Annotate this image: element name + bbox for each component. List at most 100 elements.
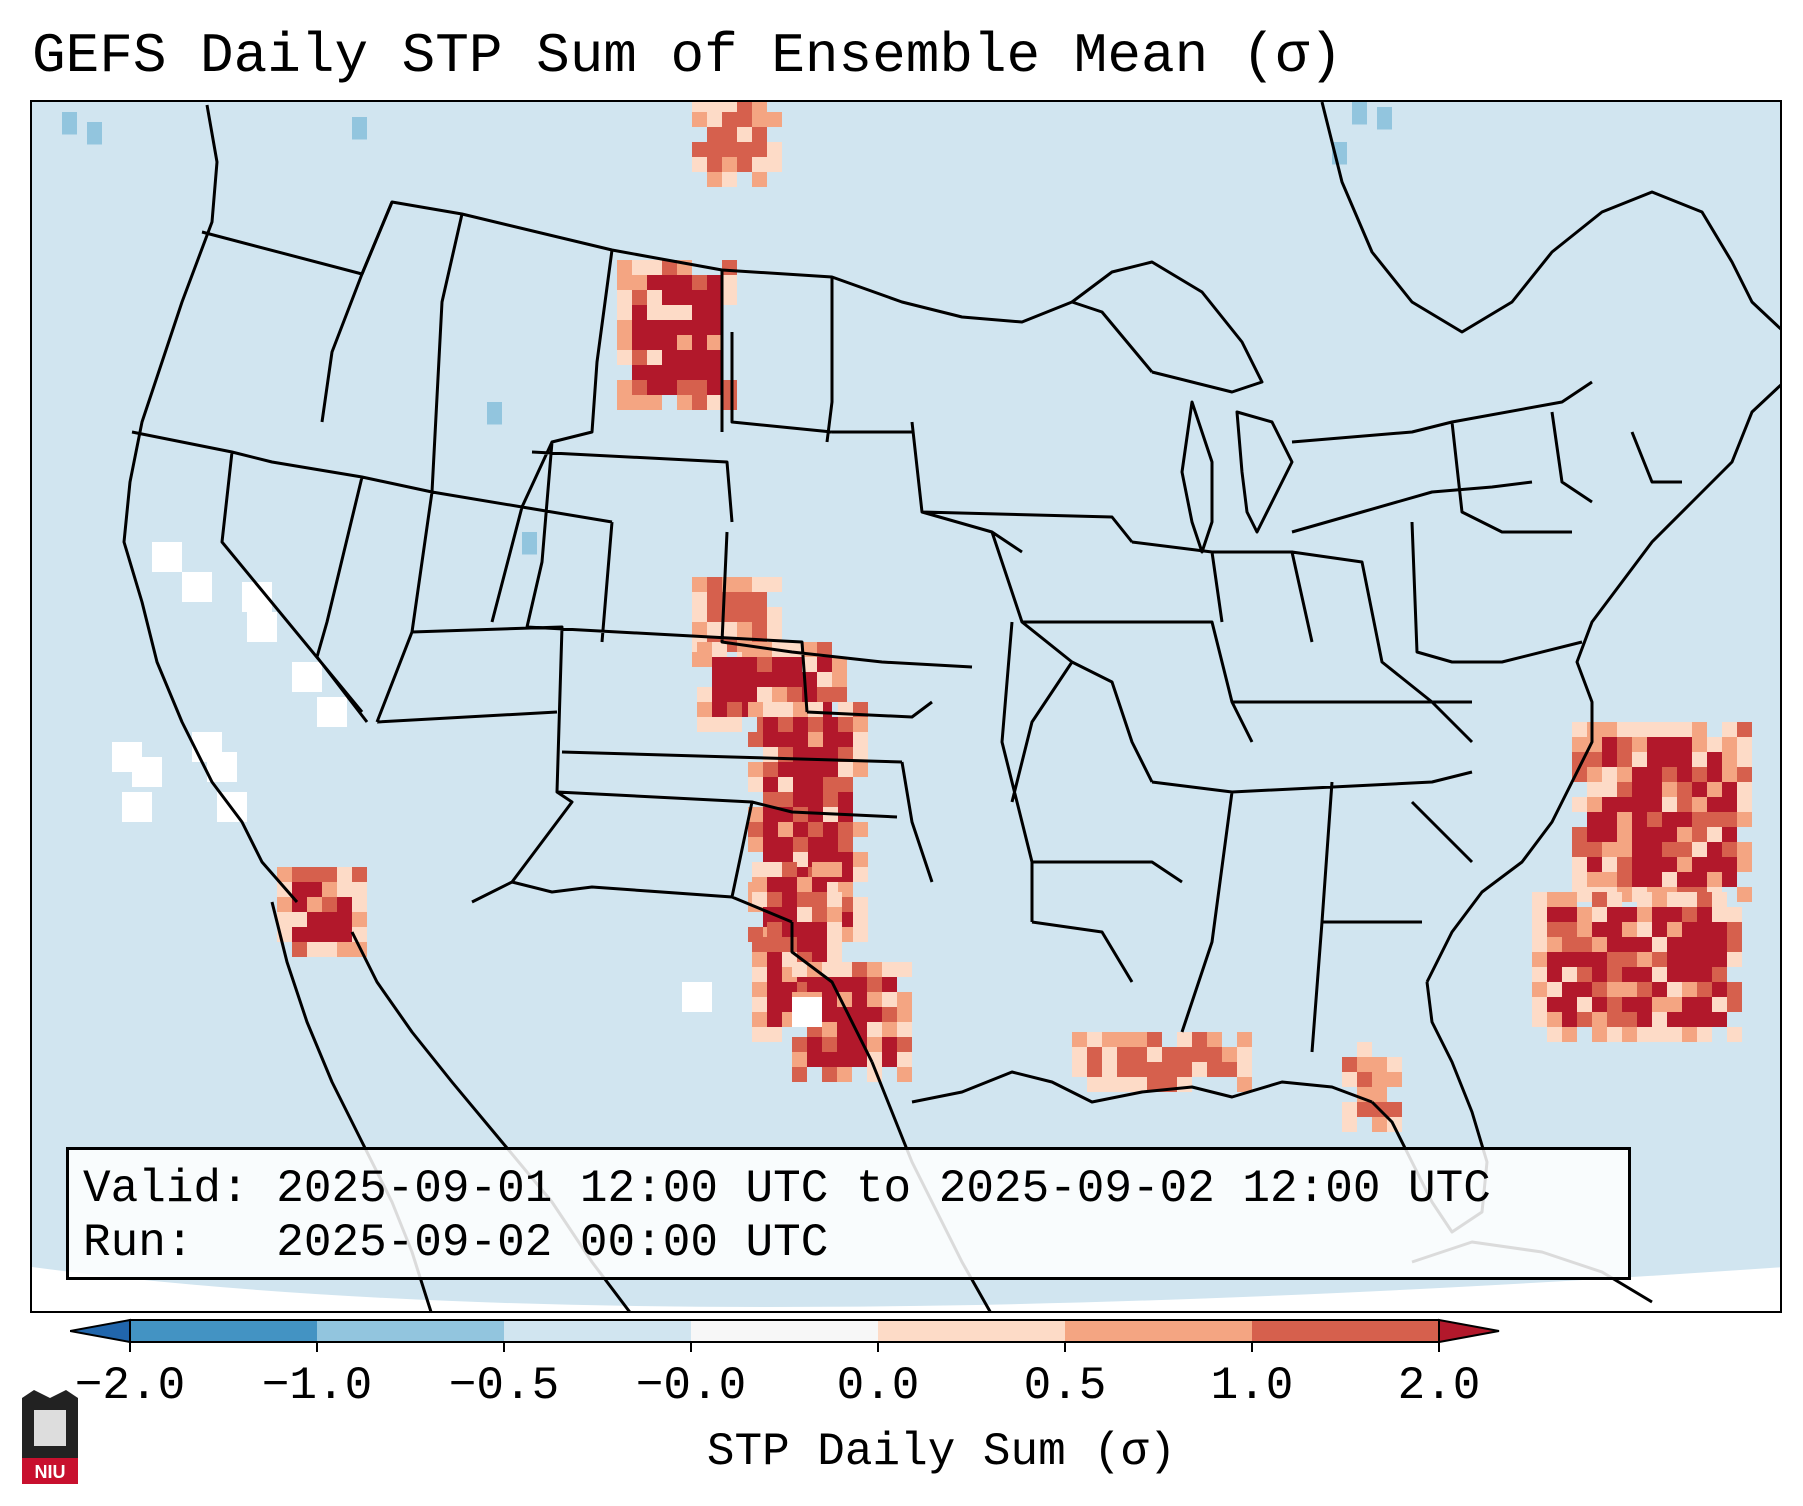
anomaly-cell (763, 822, 778, 837)
anomaly-cell (853, 822, 868, 837)
anomaly-cell (1102, 1047, 1117, 1062)
anomaly-cell (1372, 1087, 1387, 1102)
anomaly-cell (752, 112, 767, 127)
anomaly-cell (1667, 952, 1682, 967)
anomaly-cell (1662, 722, 1677, 737)
anomaly-cell (1632, 872, 1647, 887)
anomaly-cell (1667, 1027, 1682, 1042)
anomaly-cell (767, 997, 782, 1012)
anomaly-cell (1707, 842, 1722, 857)
anomaly-cell (1722, 782, 1737, 797)
anomaly-cell (737, 127, 752, 142)
anomaly-cell (1737, 767, 1752, 782)
anomaly-cell (722, 172, 737, 187)
anomaly-cell (1737, 842, 1752, 857)
anomaly-cell (1697, 997, 1712, 1012)
anomaly-cell (1727, 907, 1742, 922)
anomaly-cell (752, 877, 767, 892)
anomaly-cell (662, 350, 677, 365)
anomaly-cell (707, 622, 722, 637)
anomaly-cell (1682, 922, 1697, 937)
anomaly-cell (1697, 982, 1712, 997)
anomaly-cell (1592, 1012, 1607, 1027)
anomaly-cell (767, 892, 782, 907)
anomaly-cell (778, 702, 793, 717)
anomaly-cell (752, 592, 767, 607)
anomaly-cell (867, 1052, 882, 1067)
anomaly-cell (838, 762, 853, 777)
anomaly-cell (882, 1052, 897, 1067)
anomaly-cell (62, 112, 77, 135)
anomaly-cell (838, 792, 853, 807)
anomaly-cell (1352, 102, 1367, 125)
anomaly-cell (767, 952, 782, 967)
anomaly-cell (1342, 1072, 1357, 1087)
anomaly-cell (1577, 982, 1592, 997)
map-panel (30, 100, 1782, 1313)
anomaly-cell (767, 142, 782, 157)
anomaly-cell (277, 912, 292, 927)
anomaly-cell (807, 1037, 822, 1052)
anomaly-cell (763, 792, 778, 807)
anomaly-cell (1652, 967, 1667, 982)
anomaly-cell (352, 912, 367, 927)
anomaly-cell (1677, 857, 1692, 872)
anomaly-cell (797, 907, 812, 922)
anomaly-cell (1652, 1012, 1667, 1027)
anomaly-cell (707, 290, 722, 305)
anomaly-cell (827, 862, 842, 877)
anomaly-cell (767, 577, 782, 592)
anomaly-cell (1577, 997, 1592, 1012)
anomaly-cell (808, 732, 823, 747)
anomaly-cell (692, 365, 707, 380)
anomaly-cell (1617, 812, 1632, 827)
anomaly-cell (767, 877, 782, 892)
anomaly-cell (827, 922, 842, 937)
anomaly-cell (727, 657, 742, 672)
anomaly-cell (632, 335, 647, 350)
anomaly-cell (823, 762, 838, 777)
anomaly-cell (1237, 1077, 1252, 1092)
anomaly-cell (1587, 827, 1602, 842)
anomaly-cell (712, 657, 727, 672)
anomaly-cell (1692, 767, 1707, 782)
anomaly-cell (853, 717, 868, 732)
anomaly-cell (1617, 752, 1632, 767)
anomaly-cell (897, 992, 912, 1007)
anomaly-cell (692, 102, 707, 112)
anomaly-cell (832, 672, 847, 687)
anomaly-cell (1622, 1027, 1637, 1042)
anomaly-cell (1072, 1032, 1087, 1047)
anomaly-cell (727, 687, 742, 702)
anomaly-cell (677, 395, 692, 410)
anomaly-cell (897, 962, 912, 977)
anomaly-cell (1697, 1027, 1712, 1042)
anomaly-cell (1547, 907, 1562, 922)
anomaly-cell (1682, 1012, 1697, 1027)
anomaly-cell (247, 612, 277, 642)
anomaly-cell (632, 305, 647, 320)
anomaly-cell (692, 350, 707, 365)
anomaly-cell (322, 897, 337, 912)
anomaly-cell (1177, 1047, 1192, 1062)
anomaly-cell (1677, 827, 1692, 842)
anomaly-cell (1607, 1027, 1622, 1042)
anomaly-cell (692, 607, 707, 622)
anomaly-cell (1727, 937, 1742, 952)
anomaly-cell (1562, 1012, 1577, 1027)
anomaly-cell (812, 922, 827, 937)
anomaly-cell (778, 732, 793, 747)
anomaly-cell (1377, 107, 1392, 130)
anomaly-cell (662, 335, 677, 350)
anomaly-cell (1562, 907, 1577, 922)
anomaly-cell (1607, 982, 1622, 997)
anomaly-cell (882, 1022, 897, 1037)
anomaly-cell (692, 290, 707, 305)
anomaly-cell (1682, 997, 1697, 1012)
anomaly-cell (647, 380, 662, 395)
anomaly-cell (1662, 842, 1677, 857)
anomaly-cell (853, 762, 868, 777)
anomaly-cell (727, 717, 742, 732)
anomaly-cell (322, 882, 337, 897)
anomaly-cell (1682, 1027, 1697, 1042)
